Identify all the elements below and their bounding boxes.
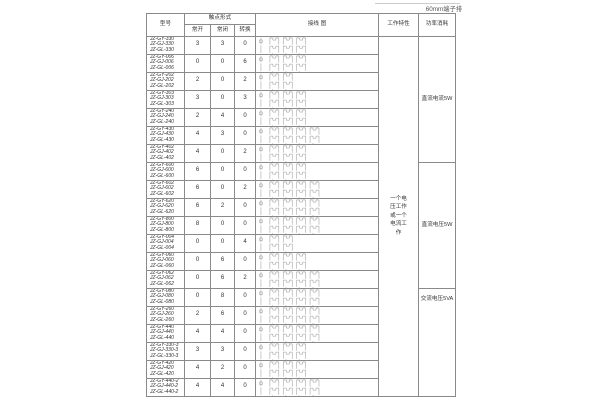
svg-text:11: 11 (270, 379, 272, 381)
svg-text:12: 12 (273, 217, 275, 219)
svg-text:17: 17 (297, 325, 299, 327)
svg-text:17: 17 (297, 343, 299, 345)
svg-text:22: 22 (316, 127, 318, 129)
svg-text:12: 12 (273, 145, 275, 147)
svg-text:17: 17 (297, 379, 299, 381)
svg-text:17: 17 (297, 91, 299, 93)
svg-text:11: 11 (270, 271, 272, 273)
svg-text:12: 12 (273, 91, 275, 93)
svg-text:22: 22 (316, 199, 318, 201)
svg-text:21: 21 (313, 217, 315, 219)
svg-text:12: 12 (273, 325, 275, 327)
svg-text:17: 17 (297, 109, 299, 111)
svg-text:21: 21 (313, 307, 315, 309)
svg-text:12: 12 (273, 253, 275, 255)
svg-text:17: 17 (297, 253, 299, 255)
svg-text:12: 12 (273, 343, 275, 345)
svg-text:21: 21 (313, 325, 315, 327)
svg-text:11: 11 (270, 361, 272, 363)
svg-text:17: 17 (297, 55, 299, 57)
svg-text:17: 17 (297, 307, 299, 309)
svg-text:19: 19 (303, 91, 305, 93)
svg-text:12: 12 (273, 163, 275, 165)
svg-text:12: 12 (273, 37, 275, 39)
svg-text:17: 17 (297, 217, 299, 219)
svg-text:11: 11 (270, 235, 272, 237)
svg-text:12: 12 (273, 127, 275, 129)
svg-text:11: 11 (270, 217, 272, 219)
svg-text:19: 19 (303, 37, 305, 39)
svg-text:11: 11 (270, 307, 272, 309)
svg-text:22: 22 (316, 181, 318, 183)
svg-text:21: 21 (313, 289, 315, 291)
svg-text:21: 21 (313, 199, 315, 201)
svg-text:19: 19 (303, 199, 305, 201)
svg-text:17: 17 (297, 145, 299, 147)
svg-text:12: 12 (273, 55, 275, 57)
svg-text:17: 17 (297, 199, 299, 201)
svg-text:21: 21 (313, 181, 315, 183)
svg-text:11: 11 (270, 55, 272, 57)
svg-text:12: 12 (273, 235, 275, 237)
svg-text:11: 11 (270, 163, 272, 165)
svg-text:11: 11 (270, 289, 272, 291)
svg-text:22: 22 (316, 307, 318, 309)
svg-text:22: 22 (316, 289, 318, 291)
svg-text:11: 11 (270, 37, 272, 39)
svg-text:19: 19 (303, 379, 305, 381)
svg-text:22: 22 (316, 271, 318, 273)
svg-text:12: 12 (273, 289, 275, 291)
svg-text:11: 11 (270, 343, 272, 345)
svg-text:19: 19 (303, 343, 305, 345)
svg-text:22: 22 (316, 217, 318, 219)
svg-text:12: 12 (273, 379, 275, 381)
svg-text:11: 11 (270, 253, 272, 255)
svg-text:19: 19 (303, 361, 305, 363)
svg-text:12: 12 (273, 181, 275, 183)
svg-text:21: 21 (313, 379, 315, 381)
svg-text:17: 17 (297, 361, 299, 363)
svg-text:11: 11 (270, 127, 272, 129)
svg-text:11: 11 (270, 181, 272, 183)
svg-text:19: 19 (303, 181, 305, 183)
svg-text:19: 19 (303, 55, 305, 57)
svg-text:22: 22 (316, 325, 318, 327)
svg-text:17: 17 (297, 271, 299, 273)
svg-text:12: 12 (273, 271, 275, 273)
svg-text:11: 11 (270, 325, 272, 327)
svg-text:21: 21 (313, 271, 315, 273)
svg-text:19: 19 (303, 163, 305, 165)
svg-text:11: 11 (270, 91, 272, 93)
svg-text:19: 19 (303, 271, 305, 273)
svg-text:12: 12 (273, 199, 275, 201)
svg-text:11: 11 (270, 145, 272, 147)
svg-text:17: 17 (297, 163, 299, 165)
svg-text:22: 22 (316, 379, 318, 381)
svg-text:17: 17 (297, 127, 299, 129)
svg-text:19: 19 (303, 145, 305, 147)
svg-text:11: 11 (270, 109, 272, 111)
svg-text:17: 17 (297, 37, 299, 39)
svg-text:17: 17 (297, 181, 299, 183)
svg-text:12: 12 (273, 73, 275, 75)
svg-text:19: 19 (303, 127, 305, 129)
svg-text:19: 19 (303, 289, 305, 291)
svg-text:19: 19 (303, 253, 305, 255)
svg-text:11: 11 (270, 199, 272, 201)
svg-text:19: 19 (303, 109, 305, 111)
svg-text:12: 12 (273, 109, 275, 111)
svg-text:19: 19 (303, 325, 305, 327)
svg-text:17: 17 (297, 289, 299, 291)
svg-text:12: 12 (273, 307, 275, 309)
svg-text:12: 12 (273, 361, 275, 363)
svg-text:21: 21 (313, 127, 315, 129)
svg-text:19: 19 (303, 307, 305, 309)
svg-text:19: 19 (303, 217, 305, 219)
svg-text:11: 11 (270, 73, 272, 75)
